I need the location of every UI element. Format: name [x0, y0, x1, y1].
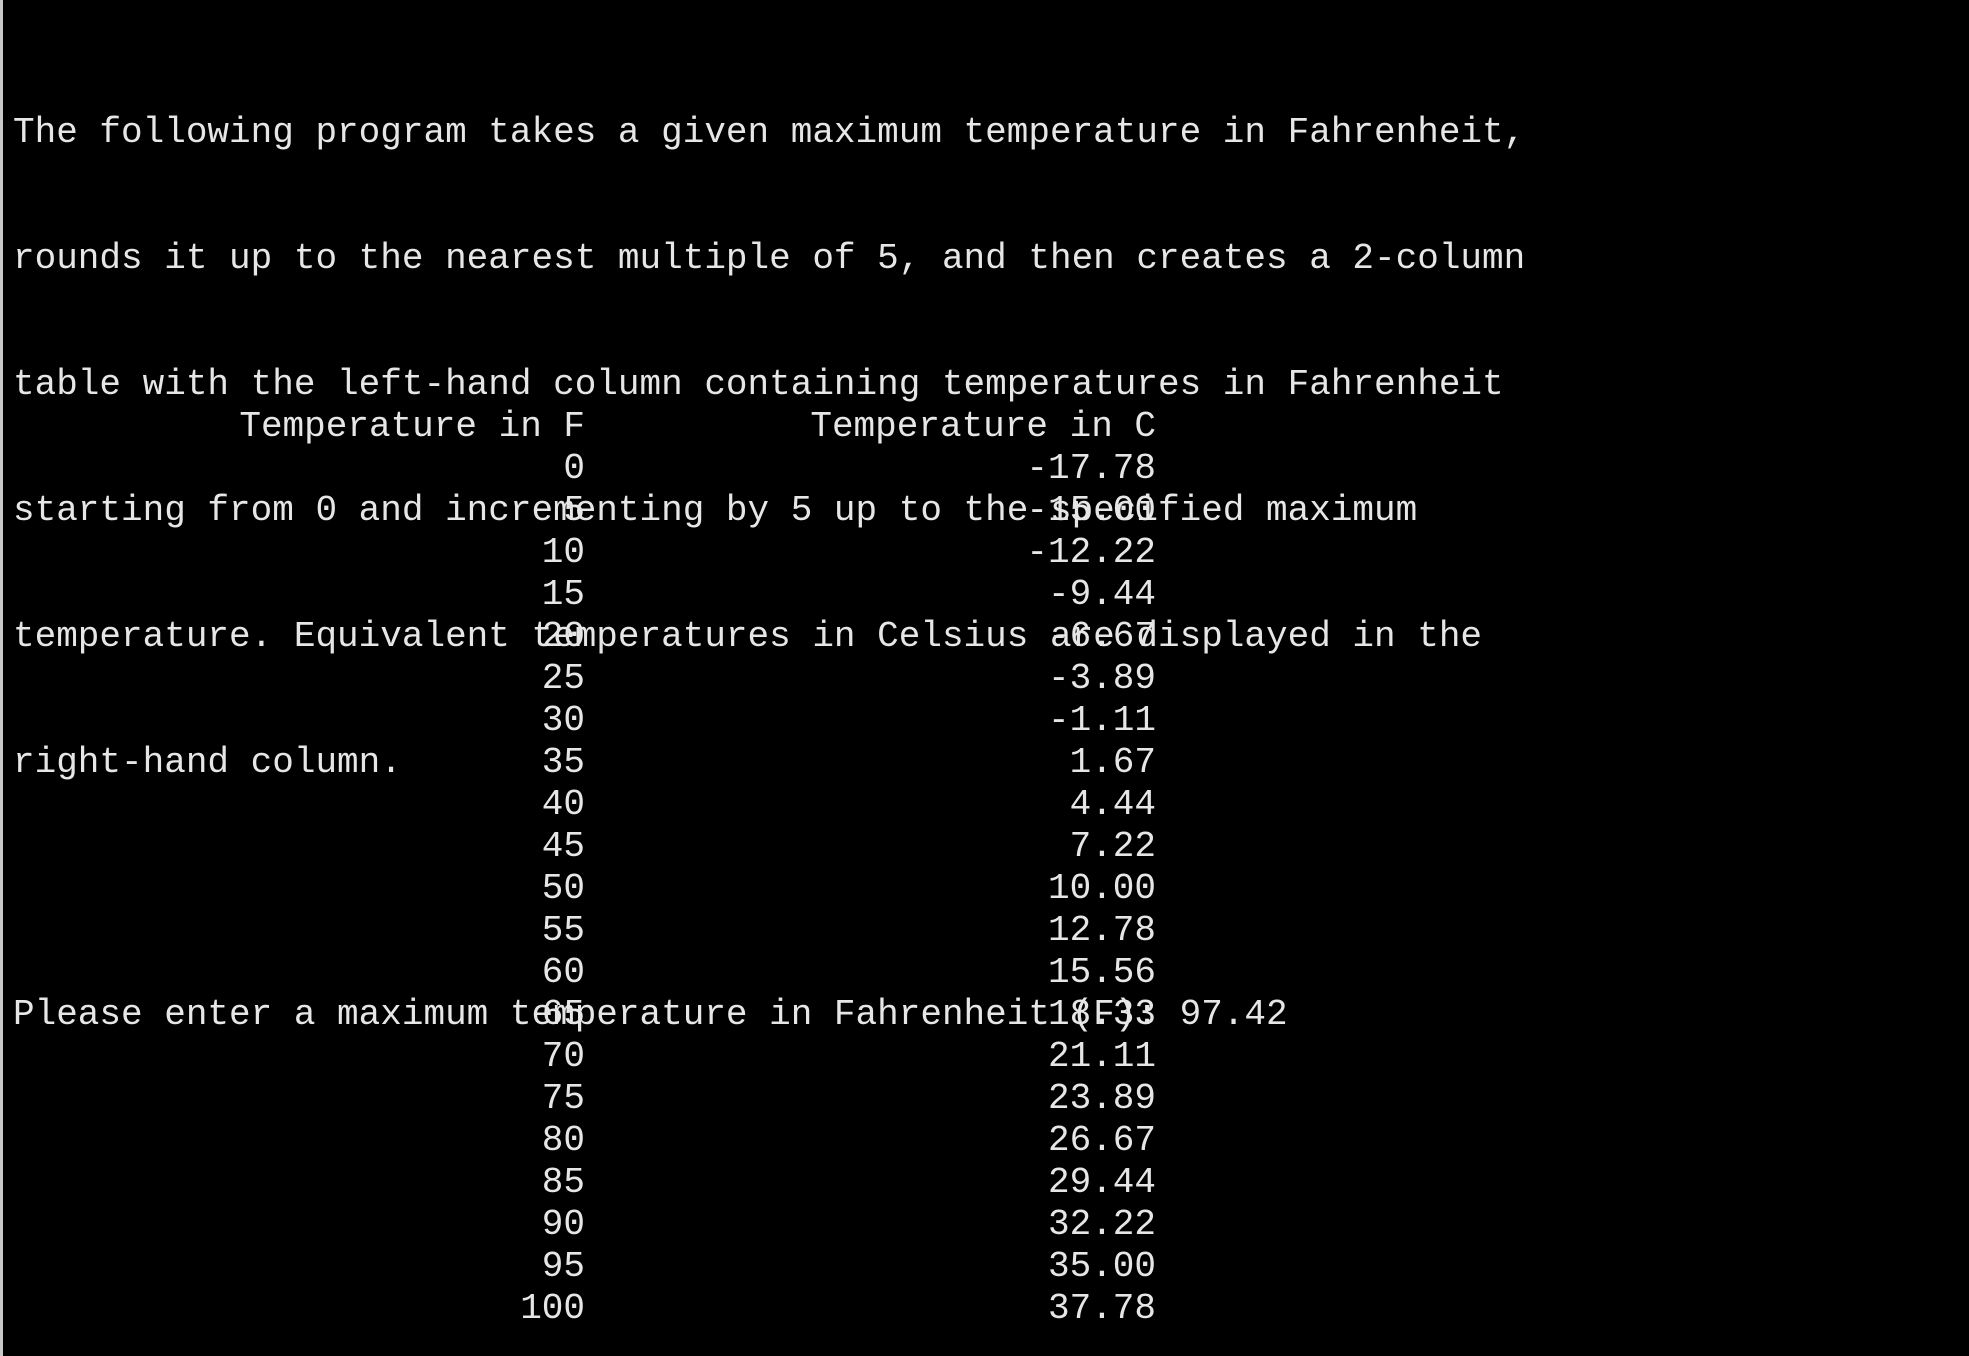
- header-celsius: Temperature in C: [810, 406, 1156, 447]
- table-row: 65 18.33: [0, 994, 1969, 1036]
- fahrenheit-value: 85: [541, 1162, 585, 1203]
- fahrenheit-value: 65: [541, 994, 585, 1035]
- celsius-value: 1.67: [1069, 742, 1156, 783]
- table-row: 25 -3.89: [0, 658, 1969, 700]
- fahrenheit-value: 20: [541, 616, 585, 657]
- celsius-value: 4.44: [1069, 784, 1156, 825]
- table-row: 35 1.67: [0, 742, 1969, 784]
- intro-line: The following program takes a given maxi…: [13, 112, 1526, 153]
- intro-line: right-hand column.: [13, 742, 402, 783]
- fahrenheit-value: 80: [541, 1120, 585, 1161]
- fahrenheit-value: 25: [541, 658, 585, 699]
- celsius-value: -17.78: [1026, 448, 1156, 489]
- table-row: 5 -15.00: [0, 490, 1969, 532]
- celsius-value: 26.67: [1047, 1120, 1156, 1161]
- celsius-value: 32.22: [1047, 1204, 1156, 1245]
- celsius-value: 10.00: [1047, 868, 1156, 909]
- celsius-value: 21.11: [1047, 1036, 1156, 1077]
- table-row: 80 26.67: [0, 1120, 1969, 1162]
- table-row: 40 4.44: [0, 784, 1969, 826]
- celsius-value: -6.67: [1047, 616, 1156, 657]
- table-row: 10 -12.22: [0, 532, 1969, 574]
- celsius-value: -1.11: [1047, 700, 1156, 741]
- celsius-value: 23.89: [1047, 1078, 1156, 1119]
- fahrenheit-value: 60: [541, 952, 585, 993]
- table-row: 100 37.78: [0, 1288, 1969, 1330]
- fahrenheit-value: 70: [541, 1036, 585, 1077]
- fahrenheit-value: 5: [563, 490, 585, 531]
- table-row: 15 -9.44: [0, 574, 1969, 616]
- celsius-value: 29.44: [1047, 1162, 1156, 1203]
- table-row: 55 12.78: [0, 910, 1969, 952]
- intro-line: rounds it up to the nearest multiple of …: [13, 238, 1526, 279]
- celsius-value: -3.89: [1047, 658, 1156, 699]
- table-row: 20 -6.67: [0, 616, 1969, 658]
- celsius-value: -12.22: [1026, 532, 1156, 573]
- table-row: 50 10.00: [0, 868, 1969, 910]
- table-row: 75 23.89: [0, 1078, 1969, 1120]
- celsius-value: 12.78: [1047, 910, 1156, 951]
- celsius-value: 35.00: [1047, 1246, 1156, 1287]
- table-header: Temperature in F Temperature in C: [0, 406, 1969, 448]
- fahrenheit-value: 35: [541, 742, 585, 783]
- console-output: The following program takes a given maxi…: [13, 28, 1525, 1120]
- temperature-table: Temperature in F Temperature in C 0 -17.7…: [0, 406, 1969, 1330]
- celsius-value: 18.33: [1047, 994, 1156, 1035]
- celsius-value: 37.78: [1047, 1288, 1156, 1329]
- celsius-value: -9.44: [1047, 574, 1156, 615]
- table-row: 90 32.22: [0, 1204, 1969, 1246]
- table-row: 70 21.11: [0, 1036, 1969, 1078]
- celsius-value: -15.00: [1026, 490, 1156, 531]
- intro-line: starting from 0 and incrementing by 5 up…: [13, 490, 1418, 531]
- table-row: 95 35.00: [0, 1246, 1969, 1288]
- fahrenheit-value: 0: [563, 448, 585, 489]
- celsius-value: 7.22: [1069, 826, 1156, 867]
- celsius-value: 15.56: [1047, 952, 1156, 993]
- table-row: 30 -1.11: [0, 700, 1969, 742]
- window-left-border: [0, 0, 3, 1356]
- fahrenheit-value: 95: [541, 1246, 585, 1287]
- fahrenheit-value: 10: [541, 532, 585, 573]
- table-body: 0 -17.78 5 -15.00 10 -12.22 15 -9.44 20 -6.67 25 -3…: [0, 448, 1969, 1330]
- table-row: 60 15.56: [0, 952, 1969, 994]
- intro-line: table with the left-hand column containi…: [13, 364, 1504, 405]
- fahrenheit-value: 90: [541, 1204, 585, 1245]
- intro-line: temperature. Equivalent temperatures in …: [13, 616, 1483, 657]
- fahrenheit-value: 75: [541, 1078, 585, 1119]
- fahrenheit-value: 45: [541, 826, 585, 867]
- table-row: 85 29.44: [0, 1162, 1969, 1204]
- header-fahrenheit: Temperature in F: [239, 406, 585, 447]
- fahrenheit-value: 30: [541, 700, 585, 741]
- table-row: 0 -17.78: [0, 448, 1969, 490]
- fahrenheit-value: 55: [541, 910, 585, 951]
- table-row: 45 7.22: [0, 826, 1969, 868]
- fahrenheit-value: 100: [520, 1288, 585, 1329]
- fahrenheit-value: 50: [541, 868, 585, 909]
- fahrenheit-value: 40: [541, 784, 585, 825]
- fahrenheit-value: 15: [541, 574, 585, 615]
- input-prompt: Please enter a maximum temperature in Fa…: [13, 994, 1288, 1035]
